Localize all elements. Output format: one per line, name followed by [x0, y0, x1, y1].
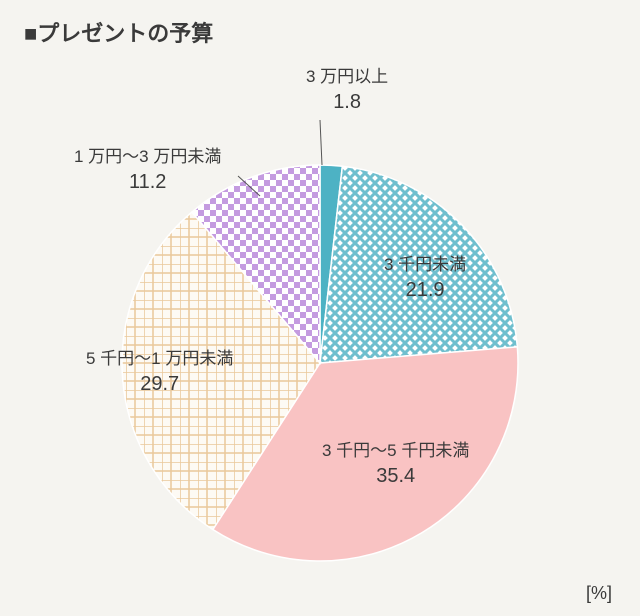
chart-title: ■プレゼントの予算	[24, 16, 213, 48]
slice-label: 5 千円～1 万円未満29.7	[86, 348, 233, 398]
slice-label: 1 万円～3 万円未満11.2	[74, 146, 221, 196]
slice-label-value: 21.9	[384, 277, 466, 304]
slice-label-value: 11.2	[74, 169, 221, 196]
chart-area: 3 万円以上1.8 3 千円未満21.9 3 千円～5 千円未満35.4 5 千円～1…	[0, 48, 640, 608]
chart-container: ■プレゼントの予算 3 万円以上1.8 3 千円未満21.9 3 千円～5 千円未満…	[0, 0, 640, 616]
slice-label-value: 35.4	[322, 463, 469, 490]
slice-label-value: 29.7	[86, 371, 233, 398]
slice-label: 3 万円以上1.8	[306, 66, 388, 116]
slice-label-text: 3 万円以上	[306, 66, 388, 89]
slice-label-value: 1.8	[306, 89, 388, 116]
slice-label-text: 3 千円～5 千円未満	[322, 440, 469, 463]
slice-label-text: 1 万円～3 万円未満	[74, 146, 221, 169]
pie-chart	[0, 48, 640, 608]
slice-label: 3 千円～5 千円未満35.4	[322, 440, 469, 490]
unit-label: [%]	[586, 583, 612, 604]
slice-label-text: 3 千円未満	[384, 254, 466, 277]
leader-line	[320, 120, 322, 165]
slice-label-text: 5 千円～1 万円未満	[86, 348, 233, 371]
slice-label: 3 千円未満21.9	[384, 254, 466, 304]
